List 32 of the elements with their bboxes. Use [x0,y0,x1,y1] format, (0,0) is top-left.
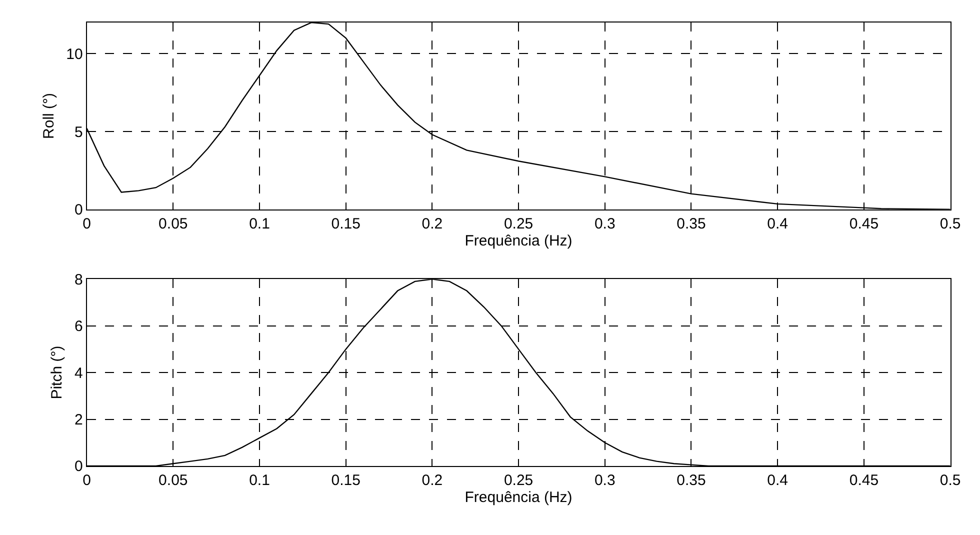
x-tick-label: 0.5 [940,215,961,232]
y-axis-title: Roll (°) [40,92,58,139]
x-tick-label: 0.5 [940,472,961,489]
x-tick-label: 0.15 [331,472,360,489]
x-axis-title: Frequência (Hz) [464,232,572,250]
x-tick-label: 0.4 [767,215,788,232]
x-tick-label: 0.05 [158,472,188,489]
x-tick-label: 0.1 [249,472,270,489]
y-tick-label: 2 [74,412,83,429]
x-tick-label: 0.3 [594,215,616,232]
x-tick-label: 0.45 [849,472,879,489]
x-tick-label: 0.2 [422,472,443,489]
x-tick-label: 0.35 [676,215,706,232]
x-tick-label: 0.4 [767,472,788,489]
x-tick-label: 0.25 [504,215,534,232]
x-tick-label: 0.2 [422,215,443,232]
y-tick-label: 6 [74,318,83,336]
y-axis-title: Pitch (°) [48,346,66,400]
x-tick-label: 0.35 [676,472,706,489]
y-tick-label: 5 [74,124,83,141]
x-axis-title: Frequência (Hz) [464,488,572,506]
x-tick-label: 0.3 [594,472,616,489]
x-tick-label: 0.15 [331,215,360,232]
y-tick-label: 8 [74,271,83,288]
y-tick-label: 10 [66,46,83,63]
y-tick-label: 4 [74,364,83,382]
x-tick-label: 0.05 [158,215,188,232]
x-tick-label: 0.25 [504,472,534,489]
x-tick-label: 0.1 [249,215,270,232]
y-tick-label: 0 [74,202,83,219]
x-tick-label: 0.45 [849,215,879,232]
y-tick-label: 0 [74,458,83,476]
